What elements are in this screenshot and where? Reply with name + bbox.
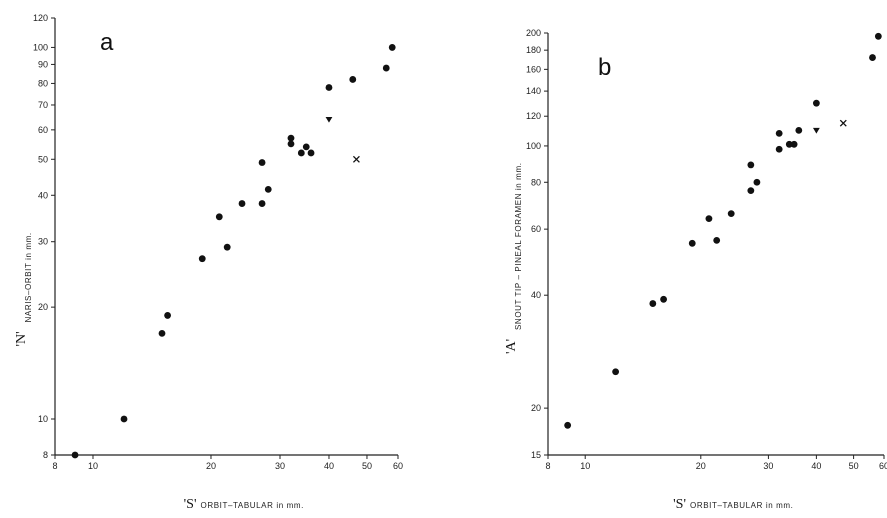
x-tick-label: 20 (206, 461, 216, 471)
data-point (120, 415, 128, 423)
data-point (795, 126, 803, 134)
data-point (258, 200, 266, 207)
x-tick-label: 40 (811, 461, 821, 471)
data-point (164, 312, 171, 319)
data-point (307, 149, 315, 157)
data-point (325, 84, 333, 91)
y-tick-label: 30 (38, 237, 48, 247)
data-point (302, 143, 310, 151)
y-tick-label: 100 (33, 42, 48, 52)
data-point (727, 210, 735, 218)
data-point (775, 129, 783, 137)
data-point-x (839, 119, 847, 127)
y-tick-label: 40 (38, 190, 48, 200)
x-axis-symbol: 'S' (184, 497, 197, 512)
data-point (158, 329, 166, 337)
data-point (297, 149, 305, 157)
y-tick-label: 50 (38, 154, 48, 164)
data-point (705, 215, 713, 223)
x-tick-label: 10 (88, 461, 98, 471)
y-tick-label: 8 (43, 450, 48, 460)
data-point (775, 145, 783, 153)
y-tick-label: 180 (526, 45, 541, 55)
x-tick-label: 60 (879, 461, 887, 471)
y-axis-label-group: 'N' NARIS–ORBIT in mm. (14, 232, 33, 346)
data-point (382, 64, 390, 72)
y-tick-label: 20 (38, 302, 48, 312)
panel-label: a (100, 29, 114, 56)
data-point-triangle (325, 116, 333, 123)
y-tick-label: 15 (531, 450, 541, 460)
y-tick-label: 20 (531, 403, 541, 413)
x-axis-title: ORBIT–TABULAR in mm. (201, 501, 304, 510)
y-tick-label: 90 (38, 59, 48, 69)
y-axis-label-group: 'A' SNOUT TIP – PINEAL FORAMEN in mm. (504, 162, 523, 354)
x-tick-label: 30 (763, 461, 773, 471)
y-tick-label: 10 (38, 414, 48, 424)
data-point (790, 140, 798, 148)
panel-label: b (598, 54, 611, 81)
y-tick-label: 60 (38, 125, 48, 135)
x-tick-label: 50 (849, 461, 859, 471)
data-point (258, 159, 266, 166)
data-point (223, 243, 231, 251)
data-point (264, 185, 272, 193)
data-point (660, 295, 667, 303)
y-axis-symbol: 'A' (504, 339, 519, 354)
x-tick-label: 8 (545, 461, 550, 471)
data-point-x (352, 155, 360, 163)
data-point (747, 161, 755, 169)
y-axis-title: NARIS–ORBIT in mm. (24, 232, 33, 322)
data-point (688, 239, 696, 247)
data-point (388, 44, 396, 51)
x-axis-title: ORBIT–TABULAR in mm. (690, 501, 793, 510)
x-tick-label: 10 (580, 461, 590, 471)
data-point (869, 54, 876, 61)
y-tick-label: 120 (526, 111, 541, 121)
data-point (564, 421, 572, 429)
data-point (198, 255, 206, 263)
y-axis-title: SNOUT TIP – PINEAL FORAMEN in mm. (514, 162, 523, 330)
data-point (785, 140, 793, 148)
x-tick-label: 50 (362, 461, 372, 471)
y-axis-symbol: 'N' (14, 331, 29, 346)
y-tick-label: 120 (33, 13, 48, 23)
panel-a-chart: 8 10 20 30 40 50 60 8 10 20 30 40 50 60 70 80 90 100 120 a '… (14, 13, 403, 512)
data-point (215, 213, 223, 221)
data-point (713, 236, 721, 244)
data-point (753, 178, 761, 186)
y-tick-label: 40 (531, 290, 541, 300)
data-point (747, 187, 755, 195)
panel-b-chart: 8 10 20 30 40 50 60 15 20 40 60 80 100 120 140 160 180 20… (504, 28, 887, 512)
x-tick-label: 8 (52, 461, 57, 471)
data-point (238, 200, 246, 207)
data-point-triangle (812, 127, 820, 134)
x-tick-label: 60 (393, 461, 403, 471)
y-tick-label: 80 (531, 177, 541, 187)
y-tick-label: 100 (526, 141, 541, 151)
x-marker-stroke (352, 155, 360, 163)
x-marker-stroke (839, 119, 847, 127)
data-point (71, 451, 79, 459)
y-tick-label: 60 (531, 224, 541, 234)
x-tick-label: 30 (275, 461, 285, 471)
y-tick-label: 160 (526, 64, 541, 74)
y-tick-label: 80 (38, 78, 48, 88)
data-point (874, 32, 882, 40)
x-tick-label: 20 (696, 461, 706, 471)
data-point (349, 76, 357, 83)
data-point (287, 140, 295, 148)
x-axis-symbol: 'S' (673, 497, 686, 512)
x-tick-label: 40 (324, 461, 334, 471)
data-point (812, 99, 820, 107)
data-point (649, 300, 657, 307)
y-tick-label: 70 (38, 100, 48, 110)
data-point (287, 134, 295, 142)
y-tick-label: 140 (526, 86, 541, 96)
data-point (612, 368, 620, 376)
y-tick-label: 200 (526, 28, 541, 38)
